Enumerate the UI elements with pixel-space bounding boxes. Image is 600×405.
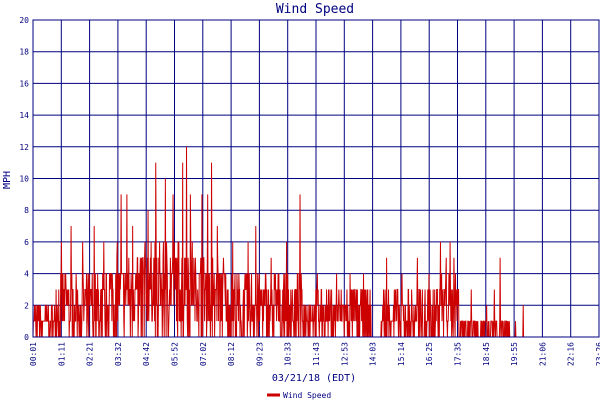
x-tick-label: 08:12 (227, 342, 236, 366)
x-tick-label: 23:26 (595, 342, 600, 366)
x-tick-label: 18:45 (482, 342, 491, 366)
y-tick-label: 0 (24, 333, 29, 342)
x-tick-label: 19:55 (510, 342, 519, 366)
y-tick-label: 12 (19, 143, 29, 152)
x-tick-label: 17:35 (454, 342, 463, 366)
x-tick-label: 16:25 (425, 342, 434, 366)
x-tick-label: 12:53 (340, 342, 349, 366)
x-tick-label: 22:16 (567, 342, 576, 366)
legend: Wind Speed (267, 391, 331, 400)
x-tick-label: 02:21 (86, 342, 95, 366)
x-tick-label: 00:01 (29, 342, 38, 366)
x-tick-label: 07:02 (199, 342, 208, 366)
x-tick-label: 09:23 (255, 342, 264, 366)
x-tick-label: 04:42 (142, 342, 151, 366)
y-tick-label: 8 (24, 206, 29, 215)
y-tick-label: 10 (19, 175, 29, 184)
plot-frame (32, 19, 600, 338)
x-axis-label: 03/21/18 (EDT) (272, 373, 356, 384)
x-tick-label: 21:06 (538, 342, 547, 366)
y-tick-label: 18 (19, 48, 29, 57)
y-tick-label: 16 (19, 79, 29, 88)
x-tick-label: 03:32 (114, 342, 123, 366)
legend-label: Wind Speed (283, 391, 331, 400)
x-tick-label: 01:11 (57, 342, 66, 366)
y-tick-label: 20 (19, 16, 29, 25)
x-tick-label: 11:43 (312, 342, 321, 366)
y-tick-label: 14 (19, 111, 29, 120)
x-tick-label: 15:14 (397, 342, 406, 366)
y-axis-tick-labels: 0 2 4 6 8 10 12 14 16 18 20 (19, 16, 29, 342)
y-axis-label: MPH (2, 171, 13, 189)
y-tick-label: 4 (24, 270, 29, 279)
chart-title: Wind Speed (276, 2, 354, 17)
wind-speed-line (32, 146, 599, 338)
y-tick-label: 2 (24, 301, 29, 310)
x-tick-label: 14:03 (369, 342, 378, 366)
x-tick-label: 05:52 (171, 342, 180, 366)
x-axis-tick-labels: 00:01 01:11 02:21 03:32 04:42 05:52 07:02 08:12… (29, 342, 600, 366)
x-tick-label: 10:33 (284, 342, 293, 366)
y-tick-label: 6 (24, 238, 29, 247)
wind-speed-series (32, 146, 599, 338)
